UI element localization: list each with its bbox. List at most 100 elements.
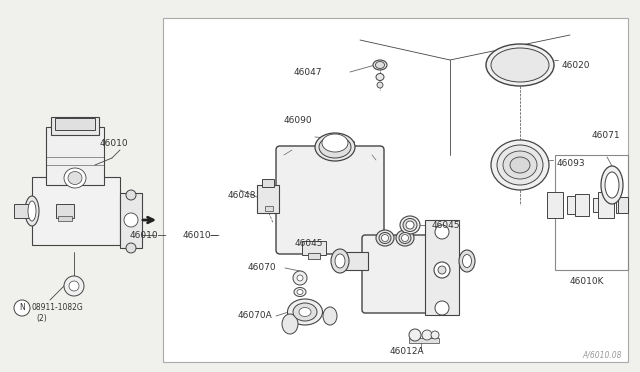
Ellipse shape	[491, 140, 549, 190]
Circle shape	[293, 271, 307, 285]
Ellipse shape	[319, 136, 351, 158]
Ellipse shape	[315, 133, 355, 161]
Text: 46020: 46020	[562, 61, 591, 70]
Ellipse shape	[491, 48, 549, 82]
Ellipse shape	[299, 308, 311, 317]
Bar	[56, 204, 74, 218]
Bar	[262, 179, 274, 187]
Text: 46010K: 46010K	[570, 278, 605, 286]
Bar	[302, 241, 326, 255]
Ellipse shape	[605, 172, 619, 198]
Ellipse shape	[322, 134, 348, 152]
Ellipse shape	[126, 243, 136, 253]
Circle shape	[431, 331, 439, 339]
Bar	[51, 117, 99, 135]
Ellipse shape	[463, 254, 472, 267]
Circle shape	[297, 275, 303, 281]
Ellipse shape	[376, 230, 394, 246]
Text: 46093: 46093	[557, 158, 586, 167]
Circle shape	[14, 300, 30, 316]
Ellipse shape	[399, 232, 411, 244]
Text: (2): (2)	[36, 314, 47, 324]
Ellipse shape	[124, 213, 138, 227]
Ellipse shape	[68, 171, 82, 185]
Ellipse shape	[287, 299, 323, 325]
Bar	[265, 206, 273, 211]
Bar	[616, 197, 626, 213]
Bar	[598, 192, 614, 218]
Text: 46012A: 46012A	[390, 347, 424, 356]
Text: 46070: 46070	[248, 263, 276, 273]
Text: 46045: 46045	[295, 240, 323, 248]
Ellipse shape	[401, 234, 408, 241]
Ellipse shape	[293, 303, 317, 321]
Ellipse shape	[510, 157, 530, 173]
Text: 46070A: 46070A	[238, 311, 273, 321]
Text: 46090: 46090	[284, 115, 312, 125]
Text: 46010—: 46010—	[183, 231, 221, 240]
Ellipse shape	[503, 151, 537, 179]
Text: N: N	[19, 304, 25, 312]
Ellipse shape	[282, 314, 298, 334]
Ellipse shape	[406, 221, 414, 229]
Bar	[547, 192, 563, 218]
Ellipse shape	[376, 61, 385, 68]
Text: 08911-1082G: 08911-1082G	[31, 304, 83, 312]
Text: 46047: 46047	[294, 67, 323, 77]
Ellipse shape	[297, 289, 303, 295]
Ellipse shape	[400, 216, 420, 234]
Ellipse shape	[396, 230, 414, 246]
Bar	[308, 253, 320, 259]
Circle shape	[64, 276, 84, 296]
Bar	[14, 204, 34, 218]
Circle shape	[69, 281, 79, 291]
Circle shape	[422, 330, 432, 340]
Circle shape	[409, 329, 421, 341]
Ellipse shape	[379, 232, 391, 244]
Text: 46010: 46010	[100, 138, 129, 148]
Bar	[55, 118, 95, 130]
Ellipse shape	[126, 190, 136, 200]
Ellipse shape	[323, 307, 337, 325]
Ellipse shape	[377, 82, 383, 88]
Ellipse shape	[25, 196, 39, 226]
Bar	[567, 196, 577, 214]
Ellipse shape	[373, 60, 387, 70]
Ellipse shape	[497, 145, 543, 185]
Ellipse shape	[459, 250, 475, 272]
Ellipse shape	[435, 301, 449, 315]
Bar	[555, 155, 628, 270]
Ellipse shape	[438, 266, 446, 274]
Bar	[575, 194, 589, 216]
Ellipse shape	[331, 249, 349, 273]
FancyBboxPatch shape	[362, 235, 458, 313]
Ellipse shape	[376, 74, 384, 80]
Bar	[32, 177, 120, 245]
Bar	[425, 220, 459, 315]
Ellipse shape	[403, 218, 417, 231]
Text: A/6010.08: A/6010.08	[582, 351, 622, 360]
Ellipse shape	[486, 44, 554, 86]
Ellipse shape	[294, 288, 306, 296]
Bar	[593, 198, 601, 212]
Ellipse shape	[434, 262, 450, 278]
FancyBboxPatch shape	[276, 146, 384, 254]
Ellipse shape	[381, 234, 388, 241]
Ellipse shape	[28, 201, 36, 221]
Bar	[46, 127, 104, 185]
Bar	[163, 18, 628, 362]
Ellipse shape	[435, 225, 449, 239]
Bar	[409, 338, 439, 343]
Bar	[618, 197, 628, 213]
Text: 46045: 46045	[432, 221, 461, 230]
Ellipse shape	[601, 166, 623, 204]
Bar	[58, 216, 72, 221]
Bar	[120, 193, 142, 248]
Bar	[340, 252, 368, 270]
Bar	[257, 185, 279, 213]
Ellipse shape	[64, 168, 86, 188]
Text: 46071: 46071	[592, 131, 621, 140]
Text: 46010—: 46010—	[130, 231, 168, 240]
Ellipse shape	[335, 254, 345, 268]
Text: 46048: 46048	[228, 190, 257, 199]
